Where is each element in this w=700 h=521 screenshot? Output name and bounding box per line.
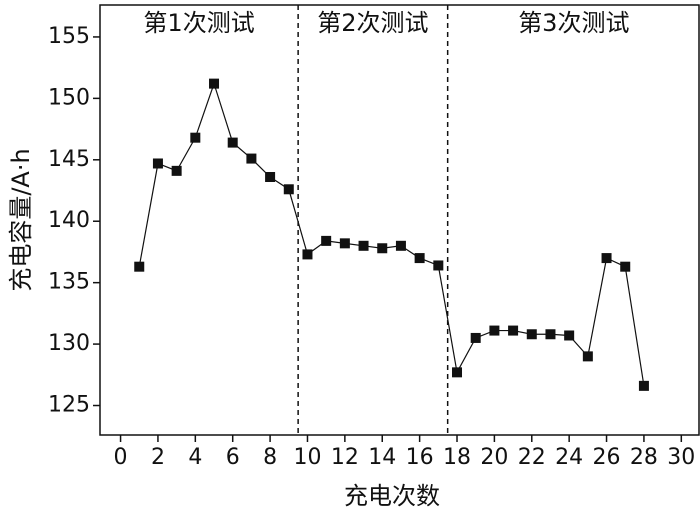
point bbox=[246, 153, 257, 164]
point bbox=[545, 329, 556, 340]
x-tick-label: 0 bbox=[114, 445, 128, 470]
point bbox=[209, 78, 220, 89]
point bbox=[395, 240, 406, 251]
point bbox=[339, 238, 350, 249]
point bbox=[489, 325, 500, 336]
point bbox=[190, 132, 201, 143]
x-axis-title: 充电次数 bbox=[344, 482, 440, 510]
region-label: 第2次测试 bbox=[317, 9, 428, 37]
point bbox=[377, 243, 388, 254]
x-tick-label: 6 bbox=[226, 445, 240, 470]
point bbox=[321, 235, 332, 246]
point bbox=[433, 260, 444, 271]
y-tick-label: 150 bbox=[48, 85, 90, 110]
point bbox=[358, 240, 369, 251]
y-tick-label: 125 bbox=[48, 393, 90, 418]
region-label: 第1次测试 bbox=[143, 9, 254, 37]
y-tick-label: 145 bbox=[48, 147, 90, 172]
y-tick-label: 135 bbox=[48, 270, 90, 295]
y-tick-label: 140 bbox=[48, 208, 90, 233]
point bbox=[452, 367, 463, 378]
point bbox=[283, 184, 294, 195]
series-line bbox=[138, 81, 645, 386]
point bbox=[171, 165, 182, 176]
x-tick-label: 18 bbox=[443, 445, 471, 470]
point bbox=[265, 172, 276, 182]
point bbox=[564, 330, 575, 341]
point bbox=[134, 261, 145, 272]
y-tick-label: 130 bbox=[48, 331, 90, 356]
x-tick-label: 4 bbox=[188, 445, 202, 470]
point bbox=[620, 261, 631, 272]
point bbox=[508, 325, 519, 336]
y-tick-label: 155 bbox=[48, 24, 90, 49]
point bbox=[582, 351, 593, 362]
point bbox=[470, 332, 481, 343]
region-label: 第3次测试 bbox=[518, 9, 629, 37]
x-tick-label: 14 bbox=[368, 445, 396, 470]
point bbox=[414, 253, 425, 264]
x-tick-label: 20 bbox=[480, 445, 508, 470]
x-tick-label: 10 bbox=[293, 445, 321, 470]
x-tick-label: 30 bbox=[667, 445, 695, 470]
point bbox=[526, 329, 537, 340]
point bbox=[227, 137, 238, 148]
x-tick-label: 24 bbox=[555, 445, 583, 470]
x-tick-label: 16 bbox=[406, 445, 434, 470]
x-tick-label: 22 bbox=[518, 445, 546, 470]
point bbox=[152, 158, 163, 169]
y-axis-title: 充电容量/A·h bbox=[7, 148, 35, 291]
x-tick-label: 2 bbox=[151, 445, 165, 470]
point bbox=[638, 380, 649, 391]
x-tick-label: 28 bbox=[630, 445, 658, 470]
x-tick-label: 26 bbox=[593, 445, 621, 470]
x-tick-label: 12 bbox=[331, 445, 359, 470]
point bbox=[302, 249, 313, 260]
plot-frame bbox=[99, 4, 700, 436]
point bbox=[601, 253, 612, 264]
x-tick-label: 8 bbox=[263, 445, 277, 470]
